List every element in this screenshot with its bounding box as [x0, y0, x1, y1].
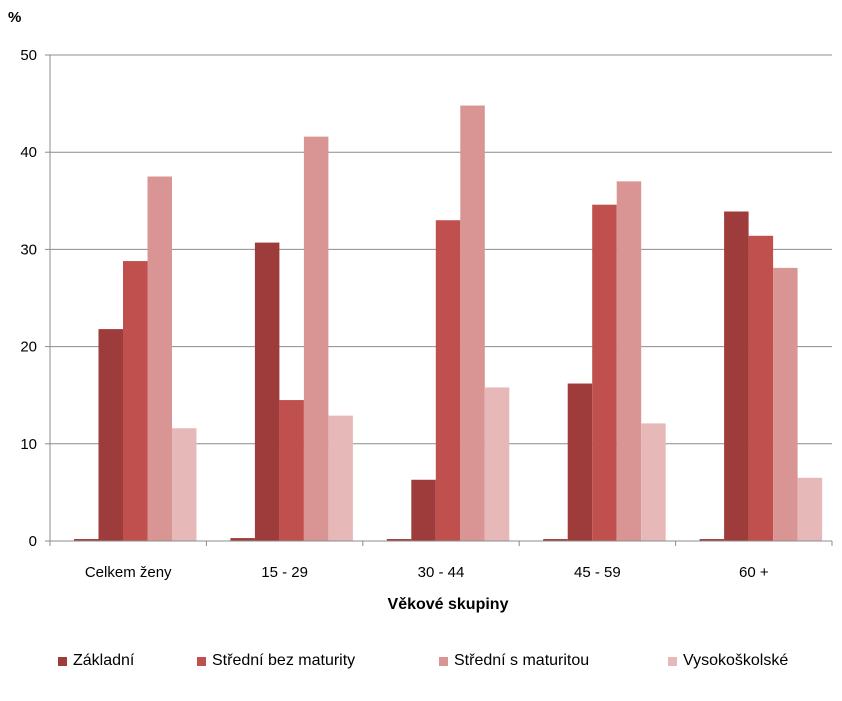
bars	[74, 105, 823, 542]
bar	[567, 383, 593, 541]
bar	[147, 176, 172, 541]
bar	[460, 105, 485, 541]
bar	[172, 428, 197, 541]
y-tick-label: 20	[20, 339, 37, 356]
bar	[484, 387, 510, 541]
x-tick-label: 60 +	[739, 564, 769, 581]
bar	[328, 415, 353, 541]
bar	[123, 261, 148, 541]
bar	[386, 539, 412, 541]
y-tick-label: 0	[29, 533, 37, 550]
y-tick-label: 30	[20, 241, 37, 258]
legend-item-zakladni: Základní	[58, 652, 134, 670]
legend-label: Střední s maturitou	[454, 652, 590, 669]
bar	[641, 423, 666, 541]
bar	[303, 136, 329, 541]
bar	[797, 477, 823, 541]
bar	[411, 479, 436, 541]
legend-label: Vysokoškolské	[683, 652, 789, 669]
x-tick-label: 30 - 44	[418, 564, 465, 581]
legend-item-stredni-s-maturitou: Střední s maturitou	[439, 652, 589, 670]
x-tick-label: Celkem ženy	[85, 564, 172, 581]
bar	[592, 204, 617, 542]
bar-chart: % 0 10 20 30 40 50 Celkem ženy 15 - 29 30 - 44 4…	[8, 9, 833, 613]
bar	[724, 211, 749, 541]
x-tick-label: 45 - 59	[574, 564, 621, 581]
y-tick-label: 10	[20, 436, 37, 453]
legend-swatch	[668, 656, 677, 666]
y-axis-tick-labels: 0 10 20 30 40 50	[20, 47, 37, 550]
bar	[230, 538, 255, 541]
bar	[279, 400, 304, 541]
x-tick-label: 15 - 29	[261, 564, 308, 581]
y-axis-unit-label: %	[8, 9, 21, 26]
bar	[699, 539, 725, 541]
axes	[45, 54, 833, 546]
bar	[773, 267, 798, 541]
x-axis-tick-labels: Celkem ženy 15 - 29 30 - 44 45 - 59 60 +	[85, 564, 769, 581]
bar	[74, 539, 99, 541]
y-tick-label: 50	[20, 47, 37, 64]
bar	[254, 242, 280, 541]
bar	[543, 539, 568, 541]
legend-swatch	[197, 656, 206, 666]
legend: Základní Střední bez maturity Střední s …	[0, 652, 842, 676]
legend-label: Základní	[73, 652, 135, 669]
y-tick-label: 40	[20, 144, 37, 161]
legend-swatch	[58, 656, 67, 666]
x-axis-title: Věkové skupiny	[388, 596, 509, 613]
legend-item-stredni-bez-maturity: Střední bez maturity	[197, 652, 355, 670]
bar	[616, 181, 642, 542]
bar	[435, 220, 461, 542]
legend-item-vysokoskolske: Vysokoškolské	[668, 652, 788, 670]
bar	[98, 329, 123, 541]
legend-label: Střední bez maturity	[212, 652, 356, 669]
bar	[748, 235, 774, 542]
legend-swatch	[439, 656, 448, 666]
